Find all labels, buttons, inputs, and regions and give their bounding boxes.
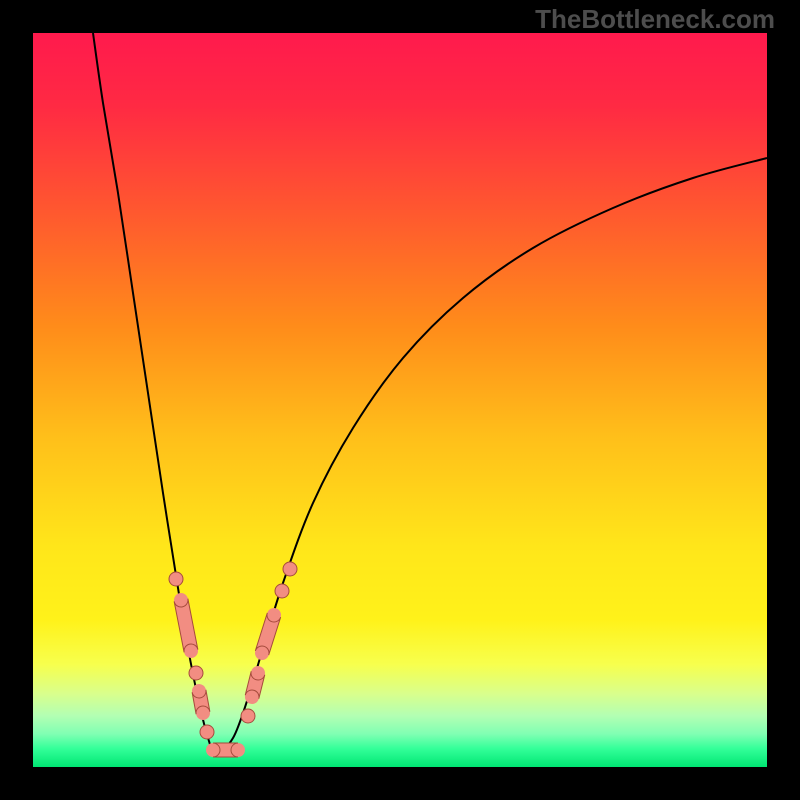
marker-dot xyxy=(169,572,183,586)
marker-dot xyxy=(275,584,289,598)
marker-dot xyxy=(189,666,203,680)
marker-capsule-fill xyxy=(262,615,274,653)
marker-dot xyxy=(283,562,297,576)
markers-group xyxy=(169,562,297,757)
chart-frame: TheBottleneck.com xyxy=(0,0,800,800)
curve-layer xyxy=(0,0,800,800)
marker-dot xyxy=(241,709,255,723)
marker-capsule-fill xyxy=(199,691,203,713)
marker-dot xyxy=(200,725,214,739)
watermark-text: TheBottleneck.com xyxy=(535,4,775,35)
marker-capsule-fill xyxy=(252,673,258,697)
